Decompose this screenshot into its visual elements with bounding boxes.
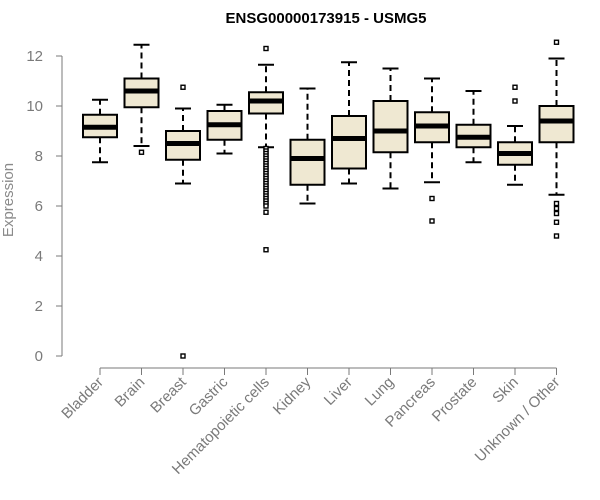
outlier-point [263, 203, 269, 209]
y-axis-label: Expression [0, 163, 17, 237]
box-breast [165, 84, 201, 359]
iqr-box [289, 138, 326, 186]
box-bladder [82, 98, 118, 164]
iqr-box [372, 100, 409, 154]
y-tick-label: 0 [35, 348, 43, 365]
outlier-point [138, 149, 145, 155]
outlier-point [263, 45, 269, 52]
boxes-group [82, 39, 575, 359]
outlier-point [553, 205, 560, 212]
box-kidney [289, 87, 326, 205]
outlier-point [263, 247, 269, 253]
outlier-point [553, 233, 560, 239]
outlier-point [180, 353, 186, 359]
outlier-point [553, 39, 560, 45]
outlier-point [512, 84, 518, 90]
outlier-point [263, 209, 269, 215]
y-tick-label: 8 [35, 148, 43, 165]
x-tick-label: Bladder [58, 374, 107, 423]
box-brain [123, 43, 160, 155]
outlier-point [553, 219, 560, 225]
y-tick-label: 2 [35, 298, 43, 315]
y-tick-label: 10 [26, 98, 43, 115]
x-tick-label: Skin [489, 374, 522, 407]
box-pancreas [414, 77, 450, 224]
y-tick-label: 12 [26, 48, 43, 65]
x-tick-label: Prostate [429, 374, 481, 426]
box-skin [497, 84, 533, 186]
box-lung [372, 67, 409, 190]
box-gastric [206, 103, 243, 155]
outlier-point [553, 200, 560, 207]
x-tick-label: Kidney [270, 373, 315, 418]
box-unknown-other [538, 39, 575, 239]
y-tick-label: 4 [35, 248, 43, 265]
outlier-point [429, 218, 435, 224]
box-prostate [455, 90, 492, 164]
outlier-point [429, 195, 435, 202]
iqr-box [538, 105, 575, 144]
y-axis: 0 2 4 6 8 10 12 [26, 48, 63, 365]
outlier-point [512, 98, 518, 104]
box-liver [331, 61, 367, 185]
y-tick-label: 6 [35, 198, 43, 215]
x-tick-label: Lung [362, 374, 398, 410]
box-hematopoietic-cells [248, 45, 284, 253]
x-tick-label: Liver [321, 374, 356, 409]
outlier-point [180, 84, 186, 90]
outlier-point [553, 210, 560, 217]
chart-title: ENSG00000173915 - USMG5 [226, 10, 427, 27]
iqr-box [331, 115, 367, 170]
x-tick-label: Breast [147, 373, 190, 416]
x-tick-label: Brain [112, 374, 149, 411]
